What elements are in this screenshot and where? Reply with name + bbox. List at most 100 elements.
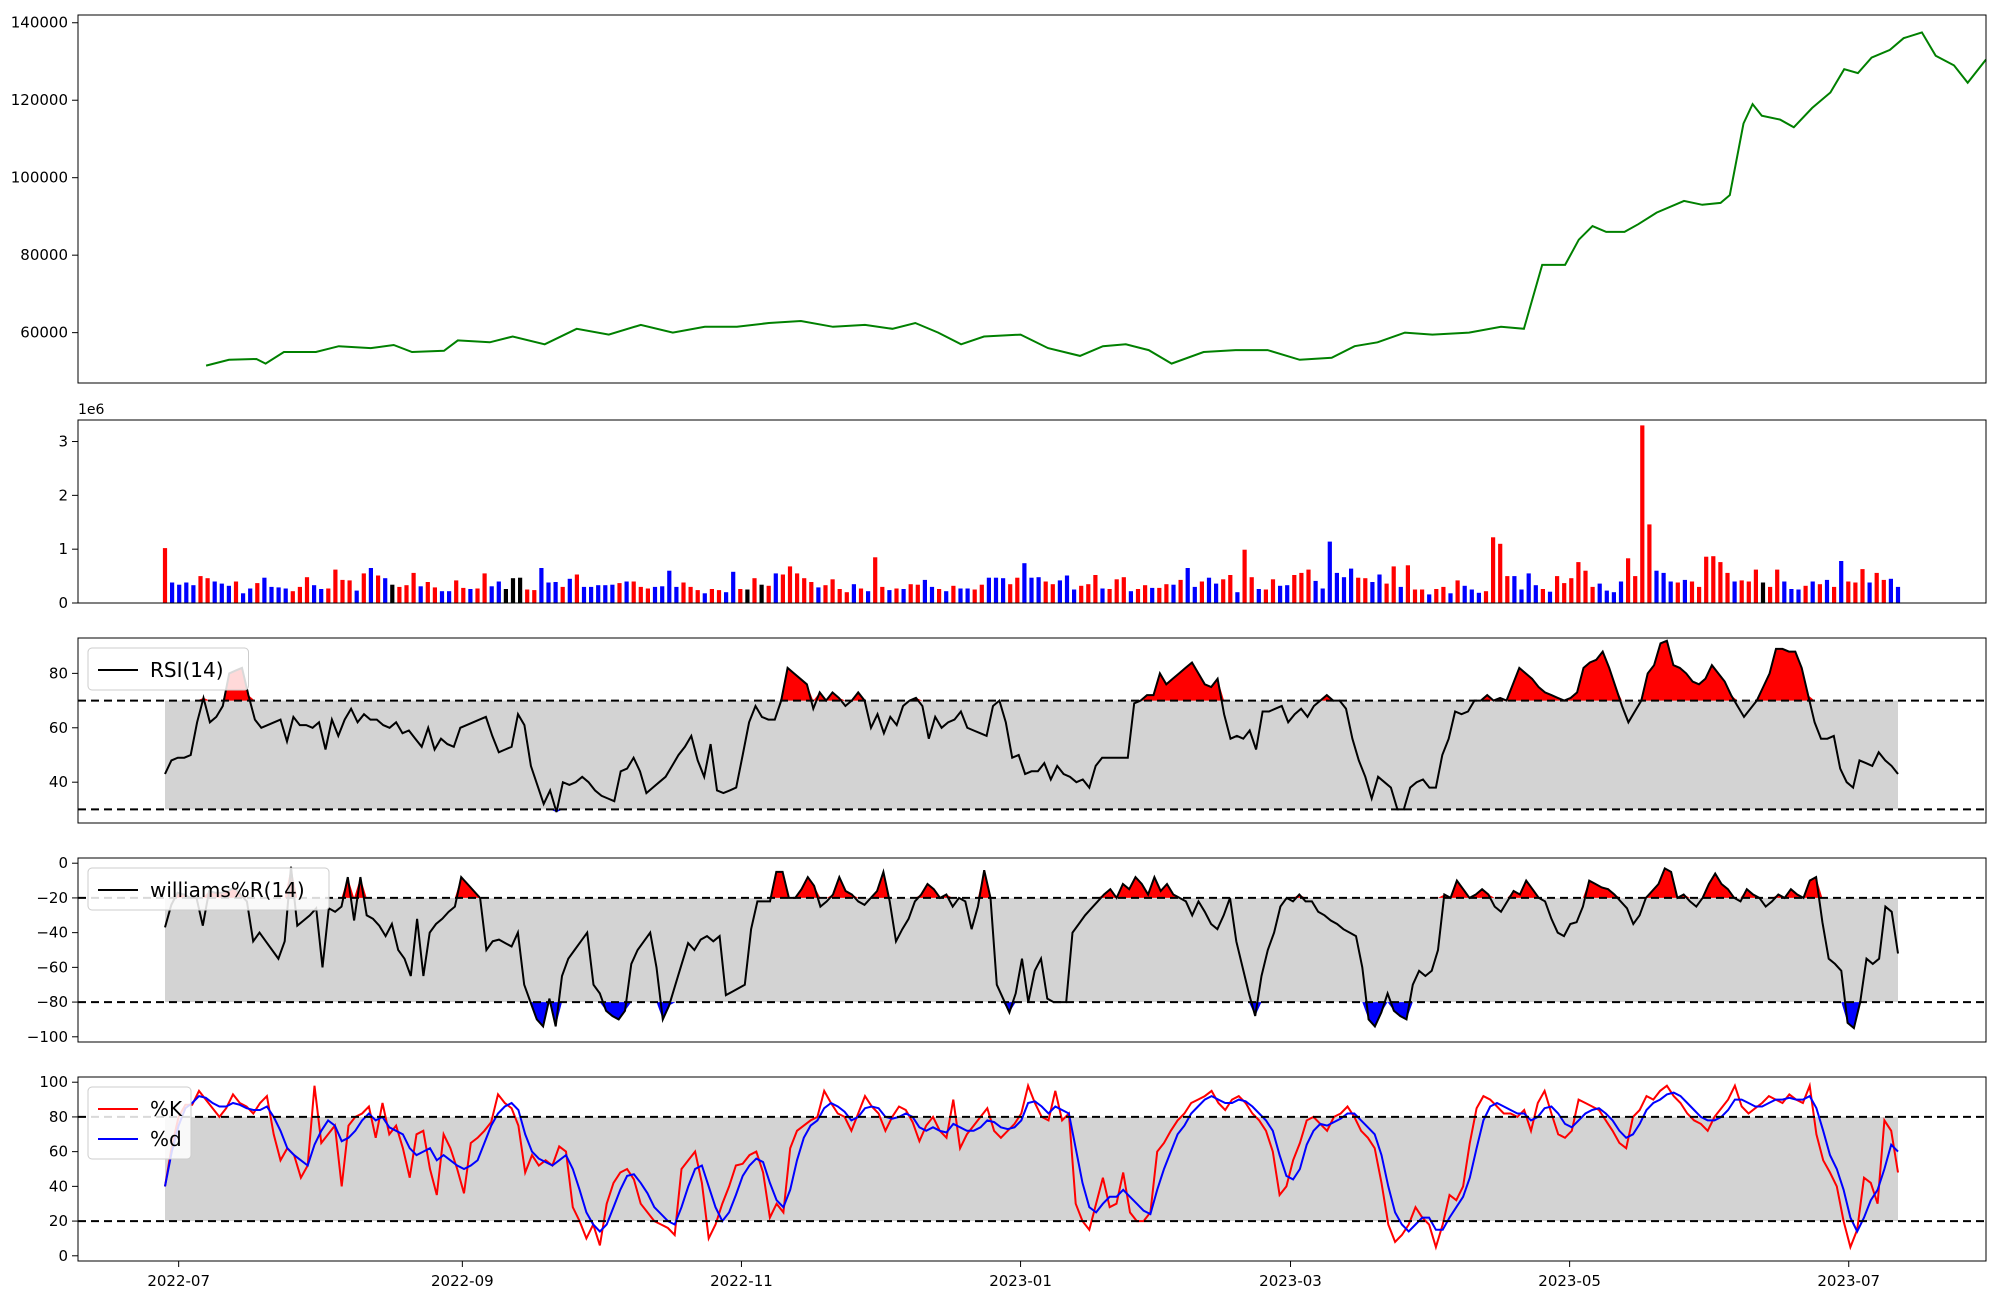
volume-bar [1874,572,1879,603]
volume-bar [1128,591,1133,603]
volume-bar [1526,573,1531,603]
volume-bar [695,590,700,603]
stochastic-panel [78,1081,1986,1251]
volume-bar [1057,580,1062,603]
williams-panel [78,866,1986,1030]
volume-bar [1164,584,1169,603]
volume-bar [1675,582,1680,603]
volume-bar [432,587,437,603]
y-tick-label: 40 [49,773,68,791]
volume-bar [802,578,807,603]
volume-bar [1072,589,1077,603]
volume-bar [162,548,168,603]
volume-bar [1519,589,1524,603]
volume-bar [1498,543,1503,603]
volume-bar [368,568,373,603]
volume-bar [937,589,942,603]
volume-bar [858,588,864,603]
volume-bar [518,577,523,603]
volume-bar [1292,575,1297,603]
volume-bar [1789,589,1794,603]
volume-bar [773,573,778,603]
volume-bar [1363,578,1368,603]
volume-bar [1086,584,1091,603]
legend-label: %d [150,1127,182,1151]
volume-bar [1796,589,1801,603]
volume-bar [1512,576,1517,603]
volume-bar [461,587,466,603]
y-tick-label: 20 [49,1212,68,1230]
volume-bar [958,588,963,603]
volume-bar [795,573,800,603]
volume-bar [1135,589,1141,603]
volume-bar [1768,586,1773,603]
volume-bar [233,581,239,603]
volume-bar [979,584,984,603]
volume-bar [1569,578,1574,603]
williams-oversold-fill [165,1002,1898,1029]
volume-bar [709,589,714,603]
volume-bar [745,589,750,603]
price-y-axis: 60000 80000 100000 120000 140000 [11,14,78,342]
volume-bar [1533,585,1538,603]
x-axis: 2022-07 2022-09 2022-11 2023-01 2023-03 2023-… [147,1261,1880,1290]
volume-bar [1384,583,1389,603]
volume-bar [1285,585,1290,603]
volume-bar [1228,575,1233,603]
legend-box [87,1086,192,1160]
stochastic-y-axis: 0 20 40 60 80 100 [39,1073,78,1265]
volume-bar [1555,576,1560,603]
volume-bar [922,579,927,603]
y-tick-label: −20 [36,889,68,907]
volume-bar [766,585,771,603]
y-tick-label: 80000 [20,246,68,264]
x-tick-label: 2023-05 [1538,1272,1601,1290]
volume-bar [546,582,551,603]
volume-bar [1320,588,1325,603]
legend-label: williams%R(14) [150,878,305,902]
volume-bar [1846,581,1851,603]
volume-bar [1576,562,1581,603]
volume-bar [1711,556,1716,603]
rsi-panel [78,639,1986,813]
volume-bar [489,586,494,603]
rsi-frame [77,637,1987,824]
volume-bar [915,584,920,603]
volume-bar [1263,589,1268,603]
volume-bar [638,586,643,603]
volume-bar [496,581,501,603]
volume-bar [1114,579,1119,603]
williams-overbought-fill [165,866,1898,898]
volume-bar [1192,586,1197,603]
volume-bar [1064,575,1070,603]
volume-bar [255,583,260,603]
volume-bar [1143,585,1148,603]
volume-bar [290,591,295,603]
rsi-band-fill [165,700,1898,810]
stochastic-legend: %K %d [87,1086,192,1160]
volume-bar [660,586,665,603]
volume-bar [688,586,693,603]
volume-bar [752,578,757,603]
volume-bar [1618,581,1624,603]
volume-bar [226,585,231,603]
volume-frame [77,419,1987,604]
volume-bar [269,586,274,603]
volume-bar [397,586,402,603]
volume-bar [383,578,388,603]
volume-bar [1633,576,1638,603]
volume-bar [1491,537,1496,603]
volume-bar [198,576,203,603]
volume-bar [503,589,508,603]
volume-bar [1412,589,1418,603]
x-tick-label: 2023-07 [1817,1272,1880,1290]
volume-bar [929,586,935,603]
volume-bar [1221,579,1226,603]
volume-bar [1611,592,1616,603]
volume-bar [809,582,814,603]
volume-bar [1668,581,1673,603]
volume-bar [887,590,892,603]
y-tick-label: 1 [58,540,68,558]
volume-bar [340,579,345,603]
